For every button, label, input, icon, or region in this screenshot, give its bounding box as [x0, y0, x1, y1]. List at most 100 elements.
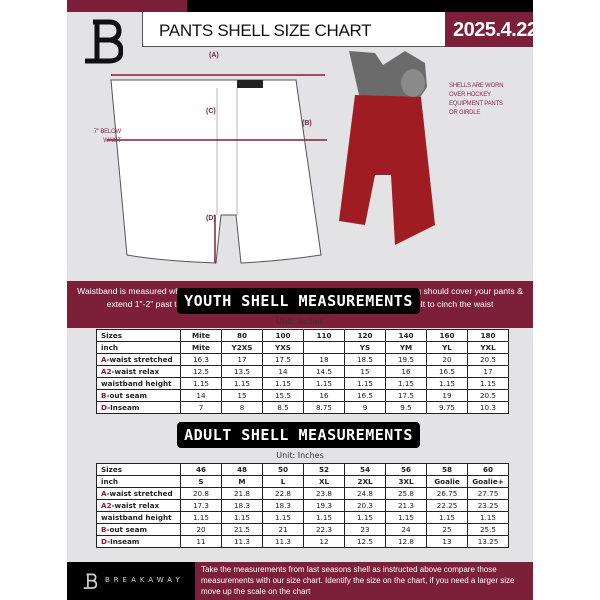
label-text: inch: [101, 476, 118, 486]
label-prefix: B: [101, 390, 107, 400]
table-cell: 16: [385, 365, 427, 378]
table-cell: 22.25: [426, 499, 468, 512]
table-cell: YS: [344, 341, 386, 354]
label-prefix: A: [101, 488, 107, 498]
table-cell: Mite: [180, 329, 222, 342]
table-cell: 18: [303, 353, 345, 366]
label-text: Sizes: [101, 330, 122, 340]
table-cell: 60: [467, 463, 509, 476]
table-cell: 20.8: [180, 487, 222, 500]
table-cell: 16.5: [344, 389, 386, 402]
label-c: (C): [206, 108, 216, 115]
table-cell: 3XL: [385, 475, 427, 488]
table-cell: 18.5: [344, 353, 386, 366]
table-cell: 1.15: [344, 511, 386, 524]
table-cell: 13: [426, 535, 468, 548]
pants-shell-photo: [339, 51, 435, 245]
table-cell: 100: [262, 329, 304, 342]
table-row: A2-waist relax 12.5 13.5 14 14.5 15 16 16.5 17: [96, 365, 509, 378]
table-cell: 1.15: [180, 511, 222, 524]
table-cell: 15.5: [262, 389, 304, 402]
youth-size-table: Sizes Mite 80 100 110 120 140 160 180 inch Mite Y2X…: [96, 329, 509, 414]
size-chart-page: PANTS SHELL SIZE CHART 2025.4.22 (A) (C)…: [67, 0, 538, 600]
row-label: B-out seam: [96, 389, 181, 402]
table-cell: 15: [221, 389, 263, 402]
row-label: A2-waist relax: [96, 365, 181, 378]
table-cell: 17: [221, 353, 263, 366]
row-label: B-out seam: [96, 523, 181, 536]
table-cell: 20.5: [467, 389, 509, 402]
label-text: -Inseam: [107, 536, 140, 546]
label-prefix: D: [101, 402, 108, 412]
table-cell: 19.3: [303, 499, 345, 512]
table-cell: 23.8: [303, 487, 345, 500]
instructions-text: Take the measurements from last seasons …: [195, 562, 533, 600]
table-cell: 1.15: [426, 377, 468, 390]
table-cell: 58: [426, 463, 468, 476]
table-cell: 56: [385, 463, 427, 476]
table-cell: 46: [180, 463, 222, 476]
worn-over-note: SHELLS ARE WORN OVER HOCKEY EQUIPMENT PA…: [449, 83, 504, 116]
table-cell: 13.5: [221, 365, 263, 378]
table-cell: 160: [426, 329, 468, 342]
belt-buckle-icon: [237, 80, 263, 88]
row-label: A2-waist relax: [96, 499, 181, 512]
table-cell: 1.15: [385, 511, 427, 524]
table-cell: XL: [303, 475, 345, 488]
table-cell: 9.5: [385, 401, 427, 414]
table-cell: 14.5: [303, 365, 345, 378]
below-waist-note: 7" BELOW WAIST: [93, 129, 121, 144]
table-cell: 25.8: [385, 487, 427, 500]
table-cell: 11.3: [221, 535, 263, 548]
date-badge: 2025.4.22: [445, 12, 538, 47]
table-cell: 1.15: [467, 511, 509, 524]
table-cell: 1.15: [426, 511, 468, 524]
table-cell: 12.5: [180, 365, 222, 378]
label-prefix: B: [101, 524, 107, 534]
table-cell: 1.15: [385, 377, 427, 390]
table-cell: 12: [303, 535, 345, 548]
table-cell: S: [180, 475, 222, 488]
table-cell: YXS: [262, 341, 304, 354]
table-cell: 8: [221, 401, 263, 414]
label-text: waistband height: [101, 512, 172, 522]
table-cell: 11.3: [262, 535, 304, 548]
table-cell: 20: [426, 353, 468, 366]
table-row: Sizes Mite 80 100 110 120 140 160 180: [96, 329, 509, 342]
table-cell: 12.5: [344, 535, 386, 548]
table-cell: L: [262, 475, 304, 488]
table-row: inch Mite Y2XS YXS YS YM YL YXL: [96, 341, 509, 354]
row-label: inch: [96, 475, 181, 488]
table-cell: 80: [221, 329, 263, 342]
table-cell: Y2XS: [221, 341, 263, 354]
table-cell: 1.15: [467, 377, 509, 390]
table-cell: M: [221, 475, 263, 488]
table-cell: 25.5: [467, 523, 509, 536]
row-label: A-waist stretched: [96, 353, 181, 366]
table-cell: 1.15: [262, 377, 304, 390]
table-row: inch S M L XL 2XL 3XL Goalie Goalie+: [96, 475, 509, 488]
adult-size-table: Sizes 46 48 50 52 54 56 58 60 inch S M L XL 2XL 3XL Goal…: [96, 463, 509, 548]
table-cell: 18.3: [221, 499, 263, 512]
table-cell: 17: [467, 365, 509, 378]
table-cell: 14: [180, 389, 222, 402]
footer-brand: BREAKAWAY: [67, 562, 195, 600]
table-cell: 21.5: [221, 523, 263, 536]
table-cell: 9: [344, 401, 386, 414]
table-cell: 110: [303, 329, 345, 342]
table-cell: 25: [426, 523, 468, 536]
label-text: -waist stretched: [106, 488, 173, 498]
label-text: -waist stretched: [106, 354, 173, 364]
label-text: -waist relax: [111, 366, 160, 376]
table-cell: 20.3: [344, 499, 386, 512]
label-text: -waist relax: [111, 500, 160, 510]
table-cell: 1.15: [221, 377, 263, 390]
table-cell: 20.5: [467, 353, 509, 366]
label-text: -out seam: [106, 524, 147, 534]
brand-name: BREAKAWAY: [105, 576, 184, 584]
table-row: A2-waist relax 17.3 18.3 18.3 19.3 20.3 21.3 22…: [96, 499, 509, 512]
table-cell: 54: [344, 463, 386, 476]
row-label: D-Inseam: [96, 535, 181, 548]
table-cell: 23.25: [467, 499, 509, 512]
table-cell: 1.15: [262, 511, 304, 524]
